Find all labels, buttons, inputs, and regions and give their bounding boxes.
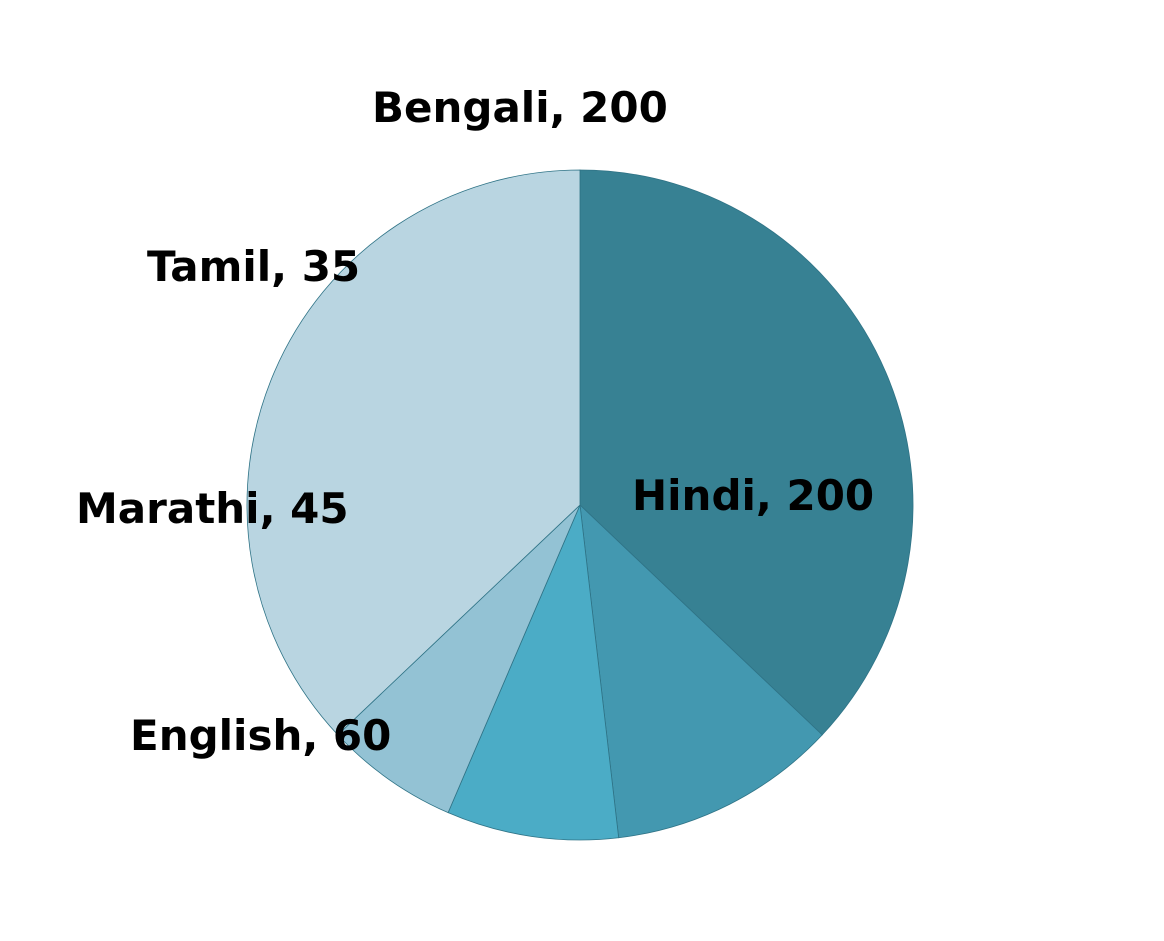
slice-label-english: English, 60 [130,711,391,760]
slice-label-marathi: Marathi, 45 [76,484,349,533]
pie-slice-bengali [246,169,581,736]
pie-slice-tamil [337,504,581,814]
pie-labels: Hindi, 200 English, 60 Marathi, 45 Tamil… [76,83,874,760]
slice-label-hindi: Hindi, 200 [632,471,874,520]
pie-slices [246,169,914,841]
pie-slice-english [579,503,823,839]
slice-label-bengali: Bengali, 200 [372,83,668,132]
pie-slice-hindi [579,169,914,736]
pie-slice-marathi [447,503,620,841]
slice-label-tamil: Tamil, 35 [147,242,360,291]
